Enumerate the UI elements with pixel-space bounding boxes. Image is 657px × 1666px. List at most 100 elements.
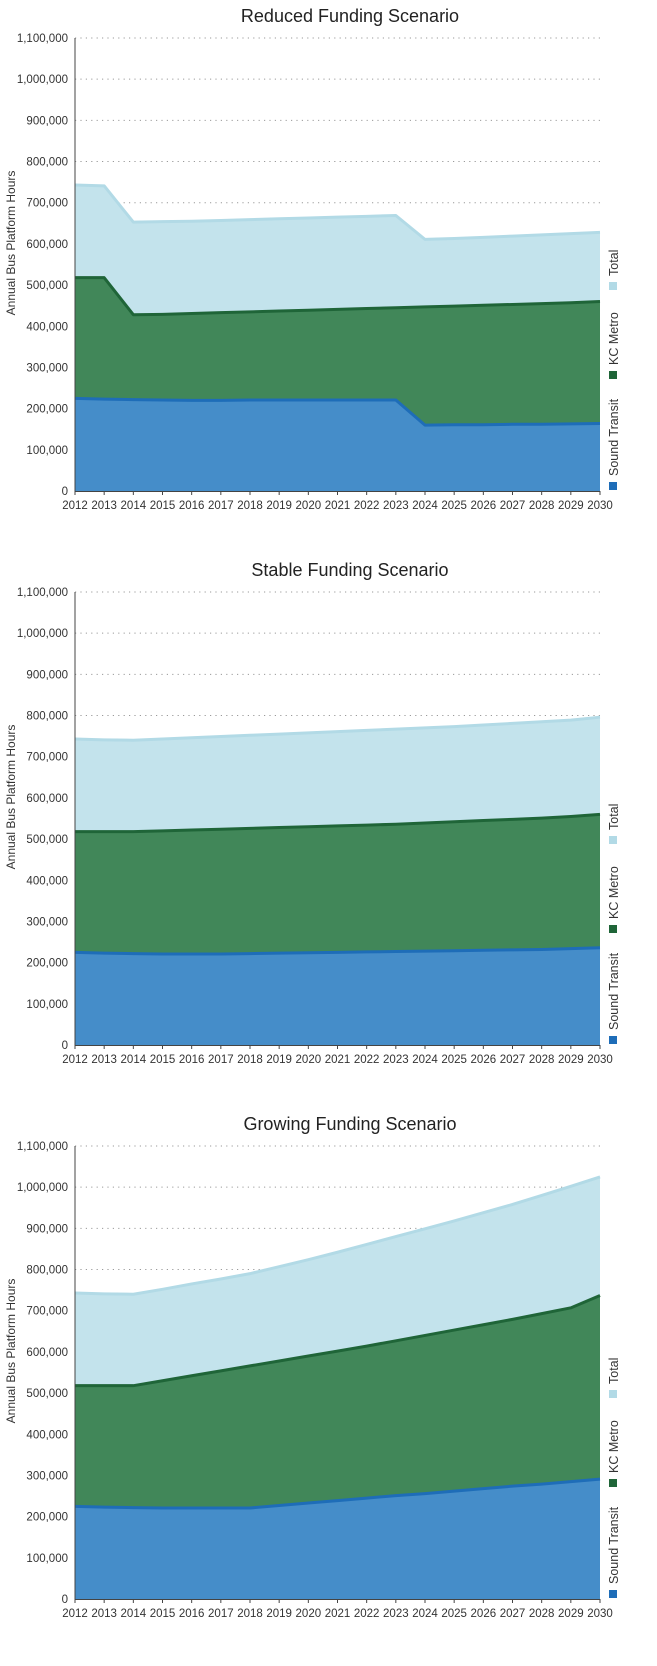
y-tick-label: 800,000 xyxy=(26,1265,68,1277)
x-tick-label: 2020 xyxy=(296,1054,322,1066)
x-tick-label: 2017 xyxy=(208,1608,234,1620)
chart-svg: Stable Funding Scenario Annual Bus Platf… xyxy=(4,560,621,1066)
x-tick-label: 2025 xyxy=(441,500,467,512)
y-tick-label: 600,000 xyxy=(26,239,68,251)
legend-swatch-sound-transit xyxy=(609,1590,617,1598)
series-line-kc-metro xyxy=(75,812,601,834)
y-tick-label: 500,000 xyxy=(26,1388,68,1400)
x-tick-label: 2017 xyxy=(208,500,234,512)
y-tick-label: 500,000 xyxy=(26,280,68,292)
chart-title: Stable Funding Scenario xyxy=(251,560,448,580)
x-tick-label: 2028 xyxy=(529,1054,555,1066)
y-tick-label: 200,000 xyxy=(26,1512,68,1524)
series-line-total xyxy=(74,1175,601,1296)
x-tick-label: 2018 xyxy=(237,1608,263,1620)
y-axis-ticks: 0 100,000 200,000 300,000 400,000 500,000 600,… xyxy=(17,1141,68,1606)
series-line-sound-transit xyxy=(74,396,601,427)
legend-label-total: Total xyxy=(607,1358,621,1384)
legend-label-total: Total xyxy=(607,804,621,830)
legend-swatch-kc-metro xyxy=(609,925,617,933)
chart-growing-funding: Growing Funding Scenario Annual Bus Plat… xyxy=(0,1108,657,1661)
x-tick-label: 2025 xyxy=(441,1054,467,1066)
x-tick-label: 2021 xyxy=(325,500,351,512)
chart-stable-funding: Stable Funding Scenario Annual Bus Platf… xyxy=(0,554,657,1107)
y-axis-title: Annual Bus Platform Hours xyxy=(4,725,18,870)
y-axis-title: Annual Bus Platform Hours xyxy=(4,1279,18,1424)
x-tick-label: 2014 xyxy=(121,500,147,512)
series-area-sound-transit xyxy=(75,947,600,1045)
y-tick-label: 1,100,000 xyxy=(17,587,68,599)
legend-swatch-total xyxy=(609,282,617,290)
y-tick-label: 700,000 xyxy=(26,198,68,210)
legend: Sound Transit KC Metro Total xyxy=(607,250,621,490)
x-tick-label: 2027 xyxy=(500,1608,526,1620)
x-tick-label: 2019 xyxy=(266,1054,292,1066)
x-axis-ticks: 2012 2013 2014 2015 2016 2017 2018 2019 2020 2021… xyxy=(62,1599,613,1620)
legend-label-sound-transit: Sound Transit xyxy=(607,1506,621,1584)
x-tick-label: 2012 xyxy=(62,1054,88,1066)
x-tick-label: 2024 xyxy=(412,1054,438,1066)
x-tick-label: 2015 xyxy=(150,500,176,512)
y-axis-title: Annual Bus Platform Hours xyxy=(4,171,18,316)
x-tick-label: 2025 xyxy=(441,1608,467,1620)
y-tick-label: 600,000 xyxy=(26,1347,68,1359)
legend-label-kc-metro: KC Metro xyxy=(607,1420,621,1473)
x-tick-label: 2015 xyxy=(150,1054,176,1066)
series-line-total xyxy=(74,183,601,241)
x-tick-label: 2023 xyxy=(383,1054,409,1066)
x-tick-label: 2028 xyxy=(529,500,555,512)
x-tick-label: 2028 xyxy=(529,1608,555,1620)
x-tick-label: 2030 xyxy=(587,1054,613,1066)
y-tick-label: 1,000,000 xyxy=(17,74,68,86)
x-axis-ticks: 2012 2013 2014 2015 2016 2017 2018 2019 2020 2021… xyxy=(62,491,613,512)
series-layers xyxy=(74,1175,601,1599)
series-layers xyxy=(74,715,601,1045)
x-tick-label: 2014 xyxy=(121,1608,147,1620)
series-line-sound-transit xyxy=(74,946,601,956)
x-tick-label: 2022 xyxy=(354,1608,380,1620)
chart-reduced-funding: Reduced Funding Scenario Annual Bus Plat… xyxy=(0,0,657,553)
legend-swatch-sound-transit xyxy=(609,482,617,490)
y-tick-label: 1,000,000 xyxy=(17,628,68,640)
y-tick-label: 100,000 xyxy=(26,1553,68,1565)
x-tick-label: 2017 xyxy=(208,1054,234,1066)
y-tick-label: 300,000 xyxy=(26,916,68,928)
series-line-kc-metro xyxy=(75,1294,601,1388)
y-tick-label: 300,000 xyxy=(26,1470,68,1482)
y-tick-label: 100,000 xyxy=(26,999,68,1011)
y-tick-label: 1,000,000 xyxy=(17,1182,68,1194)
chart-svg: Reduced Funding Scenario Annual Bus Plat… xyxy=(4,6,621,512)
x-tick-label: 2020 xyxy=(296,1608,322,1620)
y-tick-label: 700,000 xyxy=(26,1306,68,1318)
series-line-total xyxy=(74,715,601,742)
y-tick-label: 900,000 xyxy=(26,1223,68,1235)
chart-svg: Growing Funding Scenario Annual Bus Plat… xyxy=(4,1114,621,1620)
y-tick-label: 0 xyxy=(62,486,68,498)
legend-swatch-sound-transit xyxy=(609,1036,617,1044)
legend-swatch-kc-metro xyxy=(609,371,617,379)
x-tick-label: 2019 xyxy=(266,500,292,512)
x-tick-label: 2020 xyxy=(296,500,322,512)
y-tick-label: 200,000 xyxy=(26,958,68,970)
x-tick-label: 2012 xyxy=(62,1608,88,1620)
x-tick-label: 2014 xyxy=(121,1054,147,1066)
series-area-sound-transit xyxy=(75,398,600,491)
x-tick-label: 2029 xyxy=(558,500,584,512)
legend-swatch-kc-metro xyxy=(609,1479,617,1487)
x-tick-label: 2024 xyxy=(412,1608,438,1620)
x-tick-label: 2024 xyxy=(412,500,438,512)
x-tick-label: 2019 xyxy=(266,1608,292,1620)
x-tick-label: 2016 xyxy=(179,1054,205,1066)
x-tick-label: 2021 xyxy=(325,1054,351,1066)
x-tick-label: 2016 xyxy=(179,1608,205,1620)
y-tick-label: 500,000 xyxy=(26,834,68,846)
y-axis-ticks: 0 100,000 200,000 300,000 400,000 500,000 600,… xyxy=(17,33,68,498)
x-tick-label: 2023 xyxy=(383,1608,409,1620)
legend-label-total: Total xyxy=(607,250,621,276)
y-tick-label: 800,000 xyxy=(26,157,68,169)
y-tick-label: 400,000 xyxy=(26,1429,68,1441)
x-tick-label: 2026 xyxy=(471,1054,497,1066)
legend: Sound Transit KC Metro Total xyxy=(607,1358,621,1598)
x-tick-label: 2029 xyxy=(558,1608,584,1620)
x-axis-ticks: 2012 2013 2014 2015 2016 2017 2018 2019 2020 2021… xyxy=(62,1045,613,1066)
